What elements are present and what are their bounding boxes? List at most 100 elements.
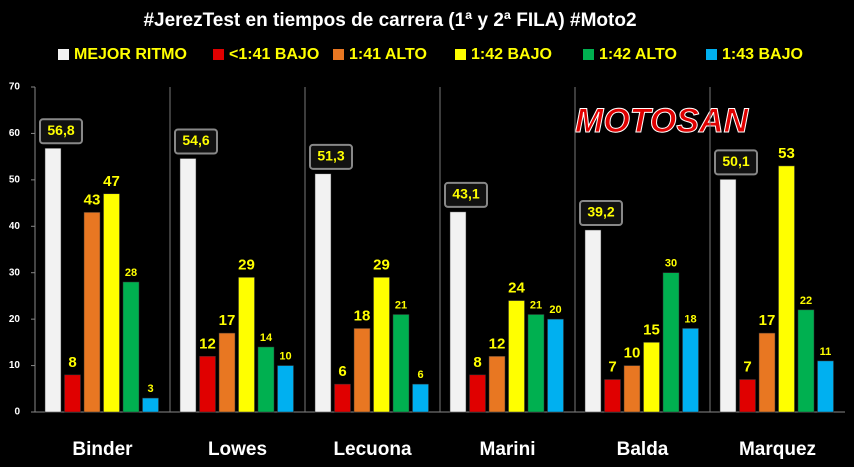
value-label: 18: [684, 313, 696, 325]
bar: [817, 360, 834, 413]
value-label-box: [579, 200, 623, 226]
value-label: 17: [759, 312, 776, 329]
y-tick-label: 10: [9, 360, 21, 371]
y-tick-label: 20: [9, 314, 21, 325]
value-label: 14: [260, 332, 273, 344]
value-label: 3: [147, 383, 153, 395]
bar: [334, 383, 351, 413]
value-label: 10: [624, 345, 641, 362]
value-label: 11: [820, 346, 832, 358]
legend-label: <1:41 BAJO: [229, 46, 319, 63]
value-label: 21: [530, 299, 542, 311]
bar: [103, 193, 120, 413]
x-tick-label: Lowes: [208, 439, 267, 460]
bar: [142, 397, 159, 413]
value-label: 22: [800, 295, 812, 307]
bar: [547, 318, 564, 413]
x-tick-label: Binder: [72, 439, 133, 460]
bar: [719, 179, 737, 413]
bar: [758, 332, 776, 413]
value-label: 7: [743, 358, 751, 375]
value-label: 6: [338, 363, 346, 380]
value-label: 17: [219, 312, 236, 329]
value-label-box: [174, 128, 218, 155]
bar: [488, 356, 506, 413]
value-label: 29: [238, 256, 255, 273]
legend-swatch: [583, 49, 594, 60]
legend-label: 1:41 ALTO: [349, 46, 427, 63]
value-label: 7: [608, 358, 616, 375]
x-tick-label: Marquez: [739, 439, 816, 460]
value-label: 47: [103, 173, 120, 190]
legend-label: MEJOR RITMO: [74, 46, 187, 63]
x-tick-label: Marini: [480, 439, 536, 460]
bar: [277, 365, 294, 413]
bar: [449, 211, 467, 413]
value-label: 18: [354, 307, 371, 324]
legend-label: 1:42 ALTO: [599, 46, 677, 63]
value-label: 43,1: [452, 186, 479, 202]
chart-title: #JerezTest en tiempos de carrera (1ª y 2…: [143, 10, 636, 31]
y-tick-label: 50: [9, 174, 21, 185]
x-tick-label: Balda: [617, 439, 669, 460]
value-label: 8: [473, 354, 481, 371]
bar: [584, 229, 602, 413]
value-label: 56,8: [47, 122, 74, 138]
bar: [527, 314, 545, 413]
value-label: 12: [489, 335, 506, 352]
bar: [179, 158, 197, 413]
value-label: 21: [395, 299, 407, 311]
legend-label: 1:43 BAJO: [722, 46, 803, 63]
bar: [469, 374, 486, 413]
bar: [623, 365, 641, 413]
value-label-box: [444, 181, 488, 208]
bar: [44, 148, 62, 413]
value-label: 29: [373, 256, 390, 273]
bar: [373, 277, 390, 413]
bar: [797, 309, 815, 413]
value-label: 51,3: [317, 148, 344, 164]
bar: [314, 173, 332, 413]
value-label: 10: [279, 350, 291, 362]
value-label-box: [39, 118, 83, 145]
legend-swatch: [706, 49, 717, 60]
legend-label: 1:42 BAJO: [471, 46, 552, 63]
legend-swatch: [213, 49, 224, 60]
value-label: 6: [417, 369, 423, 381]
legend-swatch: [455, 49, 466, 60]
bar: [778, 165, 795, 413]
value-label: 28: [125, 267, 137, 279]
value-label: 50,1: [722, 153, 749, 169]
bar: [238, 277, 255, 413]
value-label: 53: [778, 145, 795, 162]
bar: [353, 328, 371, 413]
y-tick-label: 60: [9, 128, 21, 139]
bar: [412, 383, 429, 413]
y-tick-label: 0: [14, 407, 20, 418]
logo: MOTOSAN: [575, 102, 750, 140]
bar: [682, 328, 699, 413]
value-label: 54,6: [182, 132, 209, 148]
value-label: 15: [643, 321, 660, 338]
y-tick-label: 30: [9, 267, 21, 278]
value-label: 12: [199, 335, 216, 352]
bar: [739, 379, 756, 413]
bar: [218, 332, 236, 413]
value-label: 39,2: [587, 204, 614, 220]
bar: [508, 300, 525, 413]
bar: [643, 342, 660, 413]
bar: [199, 356, 216, 413]
bar: [257, 346, 275, 413]
y-tick-label: 70: [9, 82, 21, 93]
bar: [662, 272, 680, 413]
bar: [604, 379, 621, 413]
value-label: 8: [68, 354, 76, 371]
value-label: 20: [549, 304, 561, 316]
bar: [83, 212, 101, 413]
x-tick-label: Lecuona: [333, 439, 412, 460]
value-label-box: [714, 149, 758, 176]
bar: [122, 281, 140, 413]
value-label: 24: [508, 280, 525, 297]
y-tick-label: 40: [9, 221, 21, 232]
